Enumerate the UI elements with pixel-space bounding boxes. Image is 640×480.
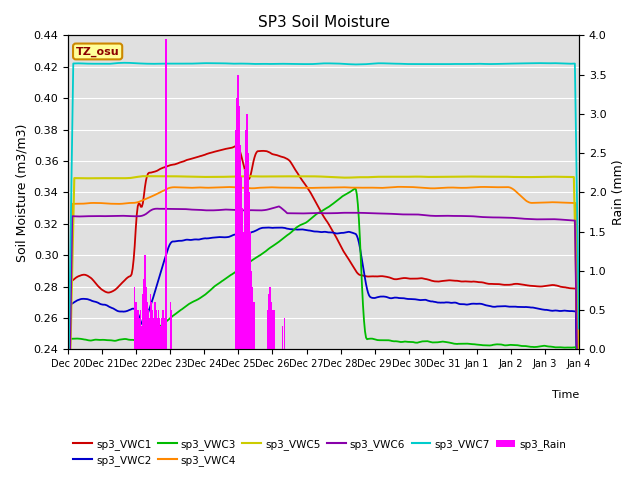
- Bar: [157, 318, 158, 349]
- Bar: [236, 98, 237, 349]
- Bar: [160, 326, 161, 349]
- Bar: [247, 153, 249, 349]
- Bar: [252, 287, 253, 349]
- Bar: [151, 302, 152, 349]
- Legend: sp3_VWC1, sp3_VWC2, sp3_VWC3, sp3_VWC4, sp3_VWC5, sp3_VWC6, sp3_VWC7, sp3_Rain: sp3_VWC1, sp3_VWC2, sp3_VWC3, sp3_VWC4, …: [69, 434, 570, 470]
- Bar: [253, 302, 255, 349]
- Bar: [273, 318, 274, 349]
- Bar: [139, 318, 140, 349]
- Bar: [154, 302, 156, 349]
- Bar: [244, 169, 245, 349]
- Bar: [170, 302, 171, 349]
- Bar: [243, 231, 244, 349]
- Bar: [141, 326, 142, 349]
- Y-axis label: Soil Moisture (m3/m3): Soil Moisture (m3/m3): [15, 123, 28, 262]
- Bar: [157, 310, 159, 349]
- Bar: [145, 287, 147, 349]
- Bar: [148, 318, 150, 349]
- Bar: [241, 177, 242, 349]
- Bar: [273, 310, 275, 349]
- Bar: [284, 318, 285, 349]
- Bar: [156, 310, 157, 349]
- Bar: [166, 39, 167, 349]
- Bar: [163, 318, 165, 349]
- Bar: [153, 318, 155, 349]
- Bar: [150, 294, 151, 349]
- Bar: [136, 302, 137, 349]
- Bar: [250, 231, 251, 349]
- Bar: [138, 326, 140, 349]
- Bar: [137, 310, 139, 349]
- Bar: [270, 302, 271, 349]
- Bar: [269, 287, 271, 349]
- Y-axis label: Rain (mm): Rain (mm): [612, 159, 625, 225]
- Bar: [152, 310, 154, 349]
- Bar: [248, 192, 250, 349]
- Bar: [245, 130, 246, 349]
- Bar: [235, 130, 236, 349]
- Bar: [271, 310, 273, 349]
- Bar: [237, 74, 239, 349]
- Bar: [268, 294, 269, 349]
- Bar: [251, 271, 252, 349]
- Bar: [282, 326, 284, 349]
- Bar: [147, 302, 148, 349]
- Bar: [141, 294, 143, 349]
- Bar: [242, 208, 243, 349]
- Bar: [171, 310, 172, 349]
- Bar: [159, 318, 160, 349]
- Title: SP3 Soil Moisture: SP3 Soil Moisture: [257, 15, 390, 30]
- Text: Time: Time: [552, 390, 579, 400]
- Bar: [162, 310, 164, 349]
- Bar: [134, 287, 135, 349]
- Text: TZ_osu: TZ_osu: [76, 47, 120, 57]
- Bar: [144, 255, 145, 349]
- Bar: [238, 106, 240, 349]
- Bar: [239, 145, 241, 349]
- Bar: [143, 279, 145, 349]
- Bar: [161, 318, 163, 349]
- Bar: [147, 310, 149, 349]
- Bar: [267, 310, 268, 349]
- Bar: [140, 310, 141, 349]
- Bar: [246, 114, 248, 349]
